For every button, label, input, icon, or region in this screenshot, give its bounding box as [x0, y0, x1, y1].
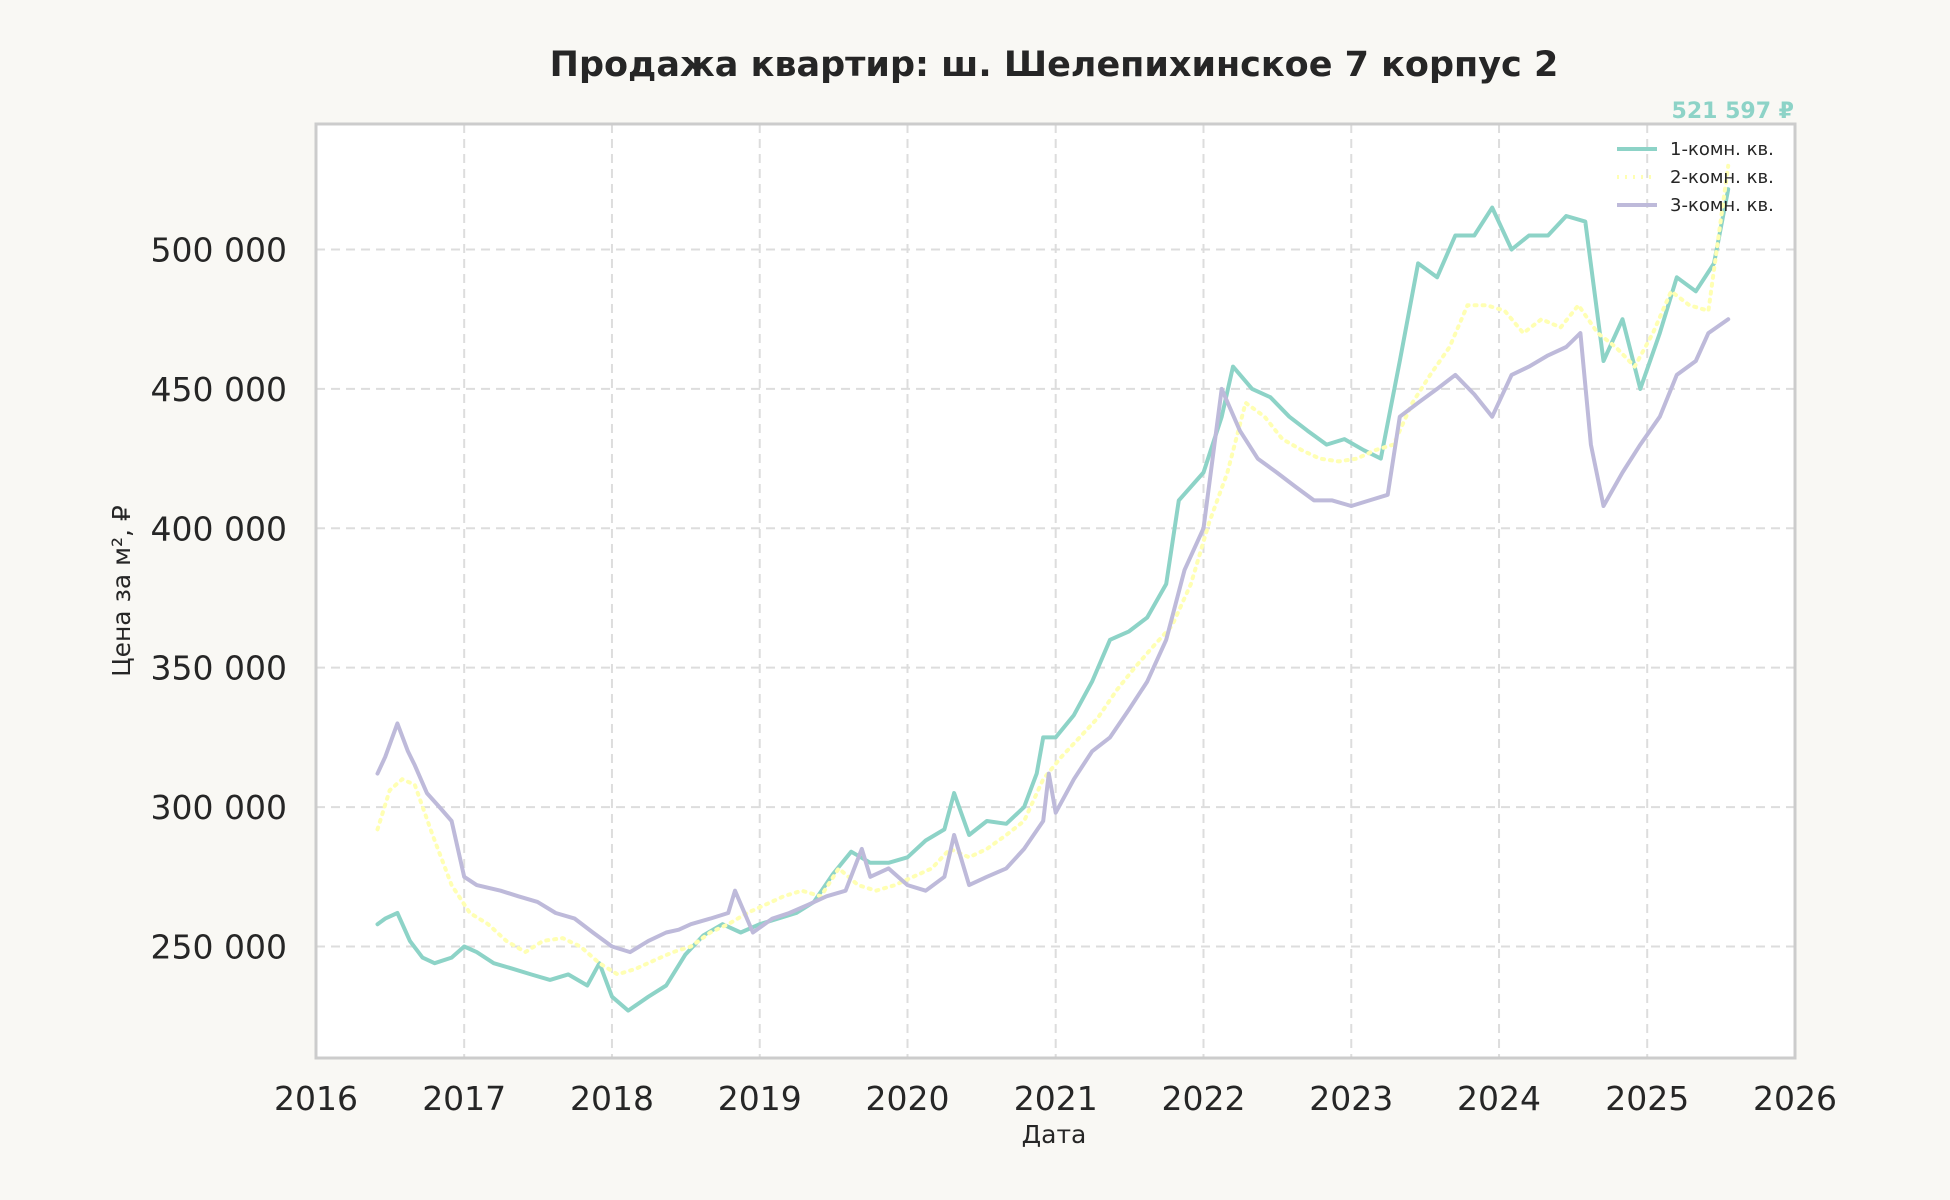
series-layer [375, 163, 1731, 1013]
x-axis-ticks: 2016 2017 2018 2019 2020 2021 2022 2023 2024 2025… [274, 1079, 1837, 1118]
x-tick-label: 2018 [570, 1079, 654, 1118]
x-tick-label: 2023 [1309, 1079, 1393, 1118]
y-tick-label: 300 000 [151, 788, 287, 827]
y-axis-ticks: 250 000 300 000 350 000 400 000 450 000 500 0… [151, 230, 287, 966]
x-tick-label: 2016 [274, 1079, 358, 1118]
series-line-3 [375, 317, 1731, 955]
x-tick-label: 2022 [1161, 1079, 1245, 1118]
y-tick-label: 400 000 [151, 509, 287, 548]
x-tick-label: 2019 [718, 1079, 802, 1118]
plot-frame [314, 122, 1797, 1060]
last-value-label: 521 597 ₽ [1672, 99, 1794, 124]
x-tick-label: 2026 [1753, 1079, 1837, 1118]
x-tick-label: 2024 [1457, 1079, 1541, 1118]
y-tick-label: 250 000 [151, 927, 287, 966]
legend-label: 2-комн. кв. [1670, 167, 1774, 188]
chart-title: Продажа квартир: ш. Шелепихинское 7 корп… [550, 45, 1559, 85]
legend: 1-комн. кв. 2-комн. кв. 3-комн. кв. [1617, 139, 1774, 216]
series-line-1 [375, 187, 1731, 1013]
legend-label: 1-комн. кв. [1670, 139, 1774, 160]
x-axis-label: Дата [1022, 1120, 1087, 1149]
x-tick-label: 2021 [1014, 1079, 1098, 1118]
y-tick-label: 350 000 [151, 649, 287, 688]
legend-label: 3-комн. кв. [1670, 195, 1774, 216]
series-line-2 [375, 163, 1731, 977]
x-tick-label: 2017 [422, 1079, 506, 1118]
x-tick-label: 2025 [1605, 1079, 1689, 1118]
y-tick-label: 500 000 [151, 230, 287, 269]
y-tick-label: 450 000 [151, 370, 287, 409]
x-tick-label: 2020 [866, 1079, 950, 1118]
y-axis-label: Цена за м², ₽ [107, 505, 136, 677]
